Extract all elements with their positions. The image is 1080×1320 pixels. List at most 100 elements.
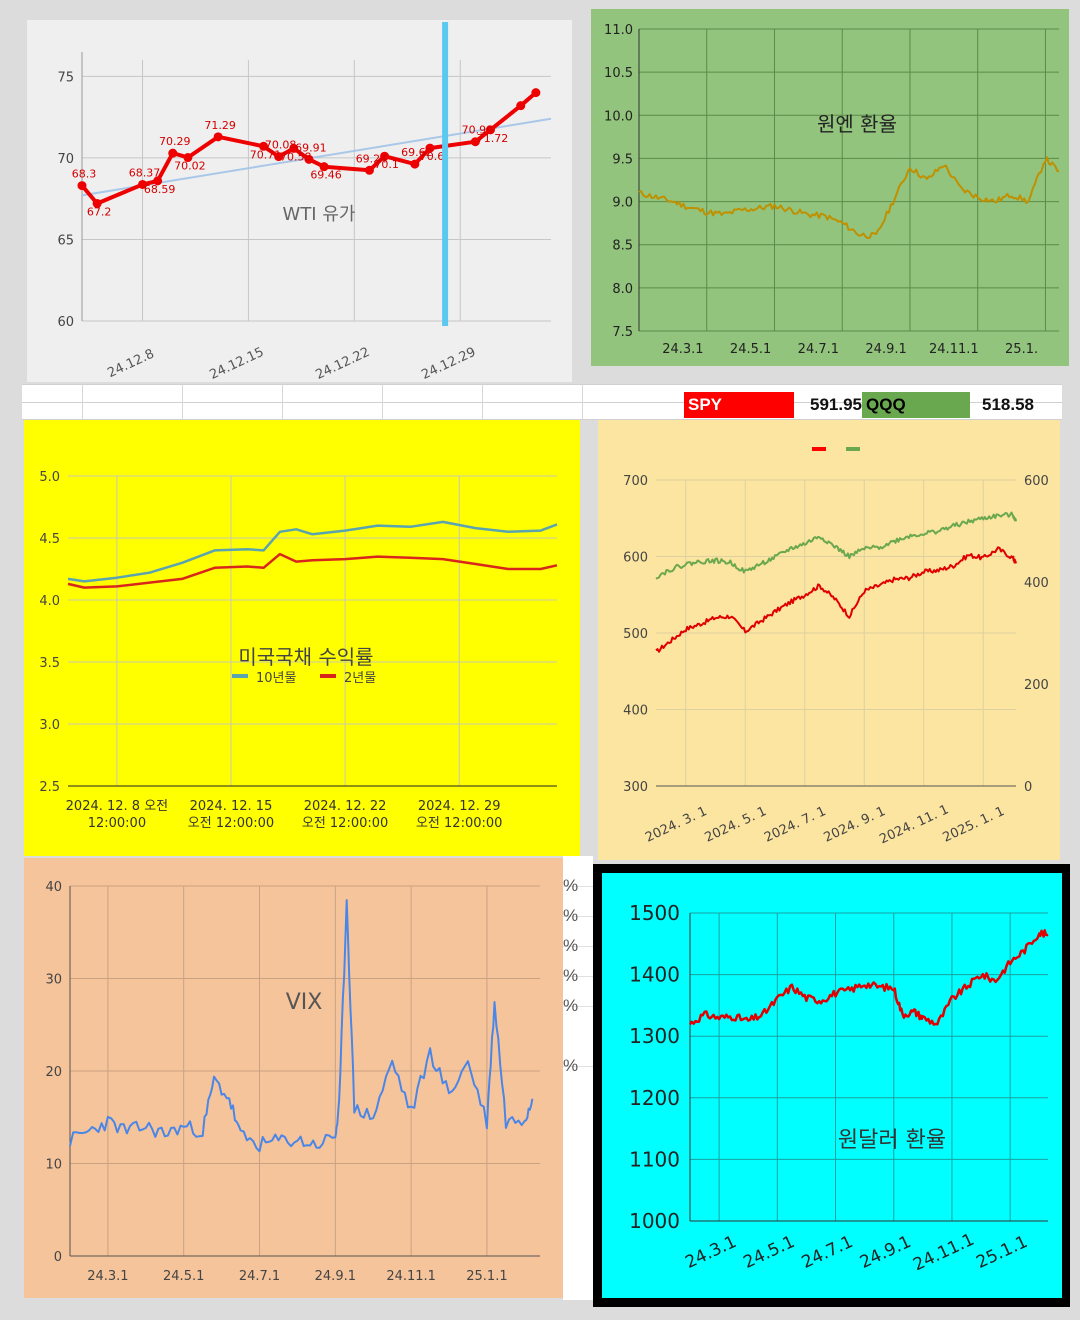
y-tick-label: 8.0 xyxy=(612,282,633,297)
y-tick-label: 75 xyxy=(57,70,74,85)
x-tick-label: 24.3.1 xyxy=(682,1232,739,1273)
x-tick-label: 24.9.1 xyxy=(315,1269,356,1284)
x-tick-label: 2024. 12. 15 xyxy=(190,799,273,814)
jpy-chart-panel: 7.5 8.0 8.5 9.0 9.5 10.0 10.5 11.0 24.3.1 24.5.1 2… xyxy=(591,9,1069,366)
series-line xyxy=(80,91,538,206)
krw-chart-frame: 1000 1100 1200 1300 1400 1500 24.3.1 24.5.1 24.7… xyxy=(593,864,1070,1307)
y-tick-label: 10.0 xyxy=(604,109,633,124)
ust-chart-panel: 2.5 3.0 3.5 4.0 4.5 5.0 2024. 12. 8 오전 12:00:00… xyxy=(24,420,580,856)
data-point xyxy=(364,165,374,175)
x-tick-label: 24.9.1 xyxy=(857,1232,914,1273)
y-tick-label: 2.5 xyxy=(39,780,60,795)
x-tick-label: 24.12.8 xyxy=(105,347,156,382)
y-tick-label: 65 xyxy=(57,233,74,248)
x-tick-label: 24.12.29 xyxy=(419,345,478,382)
chart-title: 원달러 환율 xyxy=(838,1128,946,1153)
data-label: 70.1 xyxy=(374,158,399,171)
data-point xyxy=(92,199,102,209)
x-tick-label: 24.12.22 xyxy=(313,345,372,382)
y-tick-label: 7.5 xyxy=(612,325,633,340)
qqq-label: QQQ xyxy=(862,392,970,418)
y-tick-label: 70 xyxy=(57,152,74,167)
data-label: 70.58 xyxy=(280,150,312,163)
y-tick-label: 0 xyxy=(54,1250,62,1265)
data-point xyxy=(183,153,193,163)
y-tick-label: 1400 xyxy=(629,963,680,987)
data-label: 71.72 xyxy=(477,132,509,145)
spy-qqq-chart-panel: 300 400 500 600 700 0 200 400 600 2024. 3. 1 2024.… xyxy=(598,420,1060,860)
ust-chart: 2.5 3.0 3.5 4.0 4.5 5.0 2024. 12. 8 오전 12:00:00… xyxy=(39,470,558,831)
y-tick-label-left: 500 xyxy=(623,627,648,642)
x-tick-label: 2024. 12. 22 xyxy=(304,799,387,814)
jpy-chart: 7.5 8.0 8.5 9.0 9.5 10.0 10.5 11.0 24.3.1 24.5.1 2… xyxy=(604,23,1060,357)
data-label: 71.29 xyxy=(204,119,236,132)
x-tick-label: 24.9.1 xyxy=(865,342,906,357)
series-line xyxy=(688,929,1049,1026)
krw-chart-panel: 1000 1100 1200 1300 1400 1500 24.3.1 24.5.1 24.7… xyxy=(602,873,1062,1298)
y-tick-label: 5.0 xyxy=(39,470,60,485)
data-point xyxy=(470,137,480,147)
ticker-bar: SPY 591.95 QQQ 518.58 xyxy=(684,392,1036,418)
data-label: 68.59 xyxy=(144,183,176,196)
x-tick-label: 24.7.1 xyxy=(798,342,839,357)
percent-mark: % xyxy=(563,1056,579,1075)
y-tick-label: 40 xyxy=(45,880,62,895)
y-tick-label: 1200 xyxy=(629,1086,680,1110)
y-tick-label: 8.5 xyxy=(612,239,633,254)
spy-label: SPY xyxy=(684,392,794,418)
x-tick-label: 24.11.1 xyxy=(910,1230,977,1276)
y-tick-label-right: 200 xyxy=(1024,678,1049,693)
x-tick-label: 2024. 7. 1 xyxy=(762,804,828,846)
percent-strip: % % % % % % xyxy=(563,856,593,1300)
y-tick-label-right: 0 xyxy=(1024,780,1032,795)
x-tick-label: 2024. 9. 1 xyxy=(822,804,888,846)
legend-label: 2년물 xyxy=(344,671,376,686)
wti-chart-panel: 60 65 70 75 24.12.8 24.12.15 24.12.22 24.12.29 6… xyxy=(27,20,572,382)
data-point xyxy=(213,132,223,142)
y-tick-label: 1000 xyxy=(629,1209,680,1233)
data-point xyxy=(259,141,269,151)
y-tick-label-right: 600 xyxy=(1024,474,1049,489)
x-tick-label: 오전 12:00:00 xyxy=(416,816,502,831)
chart-title: 원엔 환율 xyxy=(817,112,897,136)
data-label: 69.24 xyxy=(356,152,388,165)
x-tick-label: 25.1.1 xyxy=(466,1269,507,1284)
x-tick-label: 25.1.1 xyxy=(973,1232,1030,1273)
legend-label: 10년물 xyxy=(256,671,297,686)
series-line-qqq xyxy=(655,511,1017,580)
data-label: 70.6 xyxy=(420,150,445,163)
data-label: 68.3 xyxy=(72,168,97,181)
percent-mark: % xyxy=(563,906,579,925)
x-tick-label: 오전 12:00:00 xyxy=(302,816,388,831)
data-label: 70.02 xyxy=(174,160,206,173)
y-tick-label: 9.0 xyxy=(612,196,633,211)
data-point xyxy=(319,162,329,172)
qqq-value: 518.58 xyxy=(982,395,1034,414)
data-label: 70.99 xyxy=(462,124,494,137)
data-label: 69.91 xyxy=(295,141,327,154)
y-tick-label: 60 xyxy=(57,315,74,330)
data-point xyxy=(304,154,314,164)
data-point xyxy=(531,88,541,98)
data-label: 70.29 xyxy=(159,135,191,148)
x-tick-label: 24.11.1 xyxy=(929,342,979,357)
legend-swatch xyxy=(812,447,826,451)
series-line-10y xyxy=(67,520,558,583)
data-label: 67.2 xyxy=(87,206,112,219)
x-tick-label: 24.11.1 xyxy=(386,1269,436,1284)
x-tick-label: 2024. 5. 1 xyxy=(703,804,769,846)
y-tick-label: 1300 xyxy=(629,1024,680,1048)
vix-chart: 0 10 20 30 40 24.3.1 24.5.1 24.7.1 24.9.1 24.11.1… xyxy=(45,880,540,1284)
x-tick-label: 2024. 12. 29 xyxy=(418,799,501,814)
legend-swatch xyxy=(846,447,860,451)
x-tick-label: 24.5.1 xyxy=(730,342,771,357)
x-tick-label: 2024. 12. 8 오전 xyxy=(66,799,168,814)
series-line xyxy=(69,899,534,1153)
y-tick-label-left: 600 xyxy=(623,551,648,566)
y-tick-label-left: 700 xyxy=(623,474,648,489)
data-label: 69.62 xyxy=(401,146,433,159)
chart-title: 미국국채 수익률 xyxy=(238,645,373,669)
x-tick-label: 24.12.15 xyxy=(208,345,267,382)
legend-swatch xyxy=(320,674,336,678)
data-point xyxy=(138,179,148,189)
